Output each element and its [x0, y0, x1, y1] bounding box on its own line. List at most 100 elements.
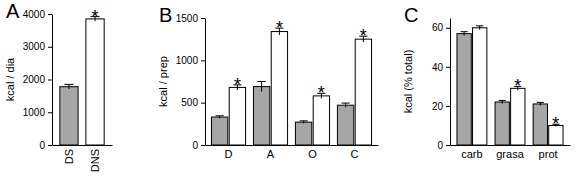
x-tick-label: A: [267, 148, 275, 160]
y-tick-label: 1000: [23, 107, 46, 118]
y-tick-mark: [446, 28, 450, 29]
significance-marker: *: [552, 114, 559, 134]
x-axis: DS DNS: [53, 145, 113, 172]
error-bar-cap: [258, 81, 266, 82]
bar: [271, 32, 287, 145]
error-bar-cap: [537, 102, 544, 103]
y-tick-mark: [201, 60, 205, 61]
y-tick: 1500: [176, 13, 205, 24]
y-tick: 60: [432, 22, 450, 33]
x-tick: prot: [539, 145, 558, 160]
y-tick-label: 60: [432, 22, 444, 33]
x-tick-label: O: [308, 148, 317, 160]
significance-marker: *: [234, 75, 241, 95]
x-axis-line: [451, 145, 571, 146]
error-bar: [476, 26, 483, 30]
y-tick-label: 4000: [23, 9, 46, 20]
y-tick: 0: [192, 140, 205, 151]
y-tick: 20: [432, 101, 450, 112]
error-bar: [537, 102, 544, 105]
y-tick-mark: [201, 18, 205, 19]
y-axis-title: kcal / dia: [4, 57, 16, 101]
x-tick: O: [308, 145, 317, 160]
error-bar-line: [345, 103, 346, 107]
x-tick-label: grasa: [496, 148, 524, 160]
panel: Ckcal (% total) 0 20 40 60 * * carb grasa prot: [402, 4, 571, 160]
error-bar: [461, 32, 468, 36]
error-bar: [499, 100, 506, 103]
error-bar-cap: [64, 84, 73, 85]
x-tick-label: DNS: [89, 149, 101, 172]
y-tick: 1000: [23, 107, 52, 118]
y-tick: 500: [181, 97, 205, 108]
error-bar: [216, 116, 224, 119]
error-bar-cap: [216, 115, 224, 116]
y-axis: 0 500 1000 1500: [176, 13, 206, 151]
x-tick-label: D: [225, 148, 233, 160]
error-bar-cap: [342, 103, 350, 104]
y-tick-label: 500: [181, 97, 198, 108]
bar: [473, 28, 487, 145]
x-tick-label: DS: [63, 149, 75, 164]
y-tick-label: 3000: [23, 41, 46, 52]
y-axis-title: kcal / prep: [157, 56, 169, 107]
y-axis: 0 20 40 60: [432, 19, 451, 151]
significance-marker: *: [318, 83, 325, 103]
panel-label: C: [404, 4, 418, 26]
bar: [253, 87, 269, 145]
y-tick: 3000: [23, 41, 52, 52]
y-tick-label: 0: [39, 140, 45, 151]
y-tick-mark: [201, 103, 205, 104]
x-axis-line: [206, 145, 379, 146]
error-bar-line: [479, 26, 480, 30]
error-bar-line: [68, 84, 69, 89]
bar: [511, 88, 525, 145]
y-tick: 1000: [176, 55, 205, 66]
significance-marker: *: [92, 7, 99, 27]
error-bar-cap: [300, 120, 308, 121]
error-bar: [258, 82, 266, 92]
y-axis-line: [205, 19, 206, 146]
y-tick-label: 0: [192, 140, 198, 151]
y-tick-mark: [446, 106, 450, 107]
significance-marker: *: [276, 18, 283, 38]
y-tick-mark: [446, 67, 450, 68]
x-tick-label: carb: [461, 148, 482, 160]
x-tick: C: [351, 145, 359, 160]
x-tick: A: [267, 145, 275, 160]
plot-area: [457, 26, 563, 145]
y-tick-label: 0: [437, 140, 443, 151]
bar: [60, 87, 78, 145]
y-tick-label: 20: [432, 101, 444, 112]
y-axis-line: [52, 15, 53, 146]
bar: [457, 34, 471, 145]
panel: Bkcal / prep050010001500****DAOC: [157, 4, 379, 160]
x-tick: carb: [461, 145, 482, 160]
y-tick: 0: [39, 140, 52, 151]
x-tick-label: prot: [539, 148, 558, 160]
y-tick-label: 1000: [176, 55, 199, 66]
y-tick-mark: [48, 112, 52, 113]
y-tick-mark: [48, 47, 52, 48]
bar: [337, 105, 353, 145]
y-tick: 4000: [23, 9, 52, 20]
bar: [533, 104, 547, 145]
panel: Akcal / dia01000200030004000*DSDNS: [4, 0, 113, 172]
bar: [211, 117, 227, 145]
y-tick-label: 40: [432, 62, 444, 73]
panel-label: B: [159, 4, 172, 26]
x-axis: DAOC: [206, 145, 379, 160]
y-axis-line: [450, 19, 451, 146]
error-bar-cap: [499, 100, 506, 101]
x-axis-line: [53, 145, 113, 146]
error-bar-line: [261, 82, 262, 92]
y-axis-title: kcal (% total): [402, 50, 414, 114]
x-tick: grasa: [496, 145, 524, 160]
significance-marker: *: [514, 76, 521, 96]
y-tick-mark: [48, 80, 52, 81]
y-tick-mark: [201, 145, 205, 146]
x-axis: carb grasa prot: [451, 145, 571, 160]
y-tick-mark: [48, 145, 52, 146]
y-tick-mark: [446, 145, 450, 146]
error-bar-line: [464, 32, 465, 36]
